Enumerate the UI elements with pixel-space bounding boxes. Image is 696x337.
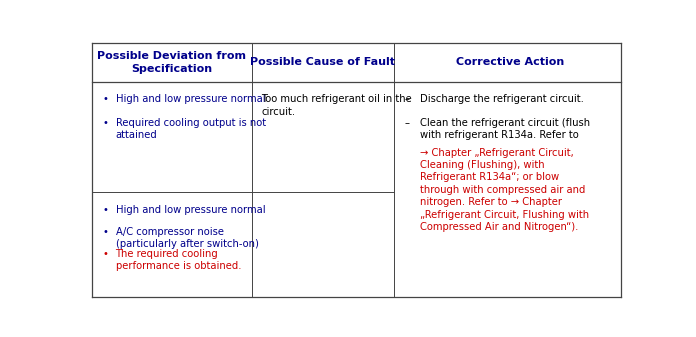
Text: Required cooling output is not
attained: Required cooling output is not attained [116,118,266,140]
Text: Discharge the refrigerant circuit.: Discharge the refrigerant circuit. [420,94,584,104]
Text: •: • [102,118,108,128]
Text: High and low pressure normal: High and low pressure normal [116,205,265,215]
Text: Too much refrigerant oil in the
circuit.: Too much refrigerant oil in the circuit. [261,94,412,117]
Text: Possible Deviation from
Specification: Possible Deviation from Specification [97,51,246,74]
Text: •: • [102,205,108,215]
Text: Clean the refrigerant circuit (flush
with refrigerant R134a. Refer to: Clean the refrigerant circuit (flush wit… [420,118,590,153]
Text: Possible Cause of Fault: Possible Cause of Fault [251,58,395,67]
Text: –: – [404,118,409,128]
Text: –: – [404,94,409,104]
Text: → Chapter „Refrigerant Circuit,
Cleaning (Flushing), with
Refrigerant R134a“; or: → Chapter „Refrigerant Circuit, Cleaning… [420,148,590,232]
Text: •: • [102,249,108,259]
Text: High and low pressure normal: High and low pressure normal [116,94,265,104]
Text: •: • [102,227,108,237]
Text: Corrective Action: Corrective Action [457,58,564,67]
Text: The required cooling
performance is obtained.: The required cooling performance is obta… [116,249,241,271]
Text: A/C compressor noise
(particularly after switch-on): A/C compressor noise (particularly after… [116,227,258,249]
Text: •: • [102,94,108,104]
